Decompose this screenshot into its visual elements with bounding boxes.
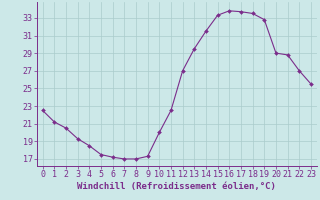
X-axis label: Windchill (Refroidissement éolien,°C): Windchill (Refroidissement éolien,°C) — [77, 182, 276, 191]
